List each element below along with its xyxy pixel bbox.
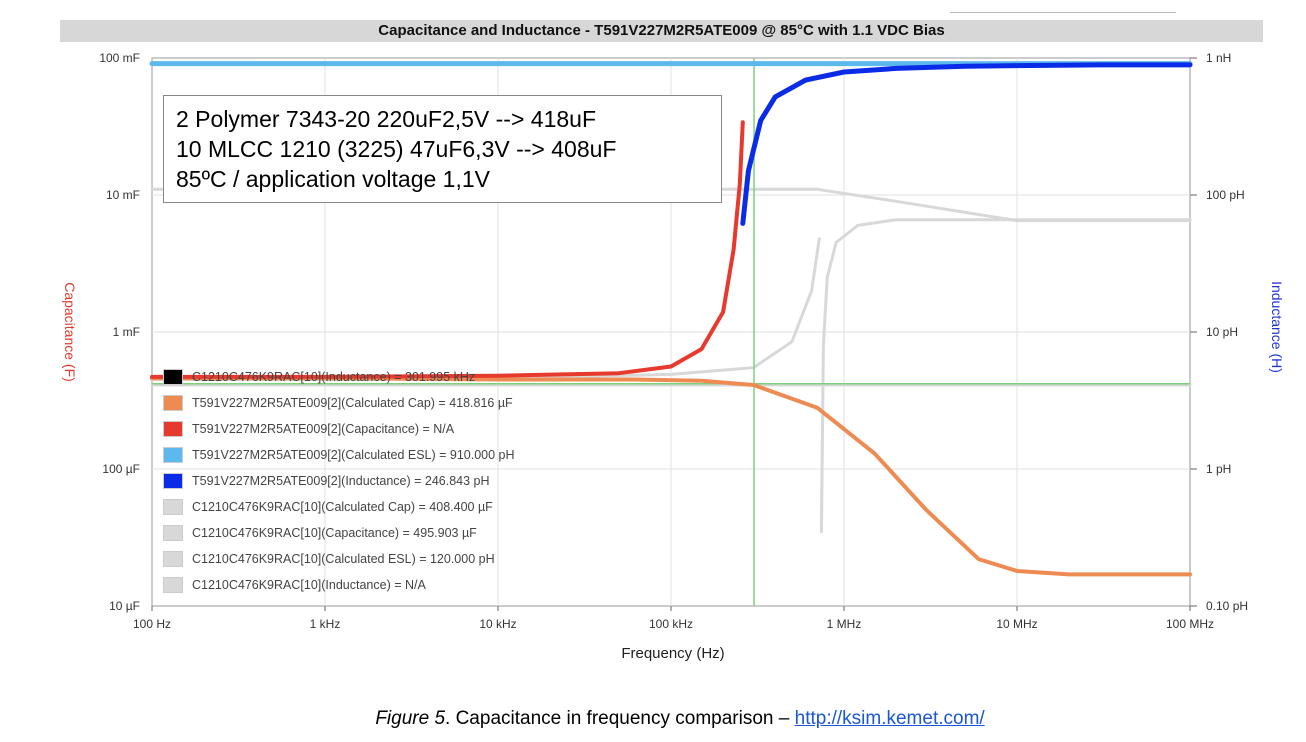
legend-swatch — [163, 525, 183, 541]
caption-text: . Capacitance in frequency comparison – — [445, 708, 795, 729]
legend-swatch — [163, 577, 183, 593]
legend-swatch — [163, 551, 183, 567]
legend-label: T591V227M2R5ATE009[2](Calculated ESL) = … — [192, 448, 515, 462]
legend-label: C1210C476K9RAC[10](Calculated ESL) = 120… — [192, 552, 495, 566]
x-axis-title: Frequency (Hz) — [621, 645, 724, 662]
legend-item[interactable]: T591V227M2R5ATE009[2](Calculated Cap) = … — [163, 390, 563, 416]
chart-legend: C1210C476K9RAC[10](Inductance) = 301.995… — [163, 364, 563, 598]
y-right-tick-label: 0.10 pH — [1206, 599, 1248, 613]
x-tick-label: 1 kHz — [310, 617, 341, 631]
x-tick-label: 10 MHz — [996, 617, 1037, 631]
legend-label: T591V227M2R5ATE009[2](Calculated Cap) = … — [192, 396, 513, 410]
x-tick-label: 1 MHz — [827, 617, 862, 631]
legend-item[interactable]: C1210C476K9RAC[10](Calculated Cap) = 408… — [163, 494, 563, 520]
legend-item[interactable]: C1210C476K9RAC[10](Inductance) = 301.995… — [163, 364, 563, 390]
figure-caption: Figure 5. Capacitance in frequency compa… — [0, 708, 1306, 730]
y-left-tick-label: 100 mF — [99, 51, 140, 65]
y-right-axis-title: Inductance (H) — [1269, 281, 1285, 373]
legend-label: T591V227M2R5ATE009[2](Capacitance) = N/A — [192, 422, 455, 436]
y-right-tick-label: 1 nH — [1206, 51, 1231, 65]
y-left-tick-label: 100 µF — [102, 462, 140, 476]
legend-swatch — [163, 395, 183, 411]
y-left-axis-title: Capacitance (F) — [62, 282, 78, 382]
annotation-line: 85ºC / application voltage 1,1V — [176, 166, 490, 192]
top-rule — [950, 12, 1176, 13]
legend-label: C1210C476K9RAC[10](Inductance) = N/A — [192, 578, 426, 592]
legend-swatch — [163, 473, 183, 489]
legend-label: T591V227M2R5ATE009[2](Inductance) = 246.… — [192, 474, 490, 488]
x-tick-label: 100 kHz — [649, 617, 693, 631]
annotation-line: 10 MLCC 1210 (3225) 47uF6,3V --> 408uF — [176, 136, 617, 162]
x-tick-label: 100 MHz — [1166, 617, 1214, 631]
series-line-tantalum-calculated-cap — [150, 376, 1192, 577]
legend-item[interactable]: C1210C476K9RAC[10](Capacitance) = 495.90… — [163, 520, 563, 546]
series-line-mlcc-inductance — [819, 218, 1192, 533]
series-line-tantalum-inductance — [740, 62, 1193, 226]
legend-item[interactable]: C1210C476K9RAC[10](Calculated ESL) = 120… — [163, 546, 563, 572]
y-left-tick-label: 10 µF — [109, 599, 140, 613]
y-left-tick-label: 1 mF — [113, 325, 140, 339]
legend-item[interactable]: T591V227M2R5ATE009[2](Capacitance) = N/A — [163, 416, 563, 442]
legend-item[interactable]: T591V227M2R5ATE009[2](Inductance) = 246.… — [163, 468, 563, 494]
annotation-line: 2 Polymer 7343-20 220uF2,5V --> 418uF — [176, 106, 596, 132]
caption-link[interactable]: http://ksim.kemet.com/ — [794, 708, 985, 729]
legend-label: C1210C476K9RAC[10](Calculated Cap) = 408… — [192, 500, 493, 514]
legend-swatch — [163, 447, 183, 463]
x-tick-label: 100 Hz — [133, 617, 171, 631]
legend-swatch — [163, 499, 183, 515]
y-right-tick-label: 10 pH — [1206, 325, 1238, 339]
y-right-tick-label: 100 pH — [1206, 188, 1245, 202]
legend-swatch — [163, 421, 183, 437]
chart-title: Capacitance and Inductance - T591V227M2R… — [60, 20, 1263, 42]
series-line-tantalum-capacitance — [150, 120, 745, 379]
y-right-tick-label: 1 pH — [1206, 462, 1231, 476]
legend-swatch — [163, 369, 183, 385]
annotation-box: 2 Polymer 7343-20 220uF2,5V --> 418uF 10… — [163, 95, 722, 203]
legend-label: C1210C476K9RAC[10](Capacitance) = 495.90… — [192, 526, 477, 540]
legend-item[interactable]: T591V227M2R5ATE009[2](Calculated ESL) = … — [163, 442, 563, 468]
x-tick-label: 10 kHz — [479, 617, 516, 631]
legend-label: C1210C476K9RAC[10](Inductance) = 301.995… — [192, 370, 476, 384]
legend-item[interactable]: C1210C476K9RAC[10](Inductance) = N/A — [163, 572, 563, 598]
y-left-tick-label: 10 mF — [106, 188, 140, 202]
figure-label: Figure 5 — [375, 708, 446, 729]
